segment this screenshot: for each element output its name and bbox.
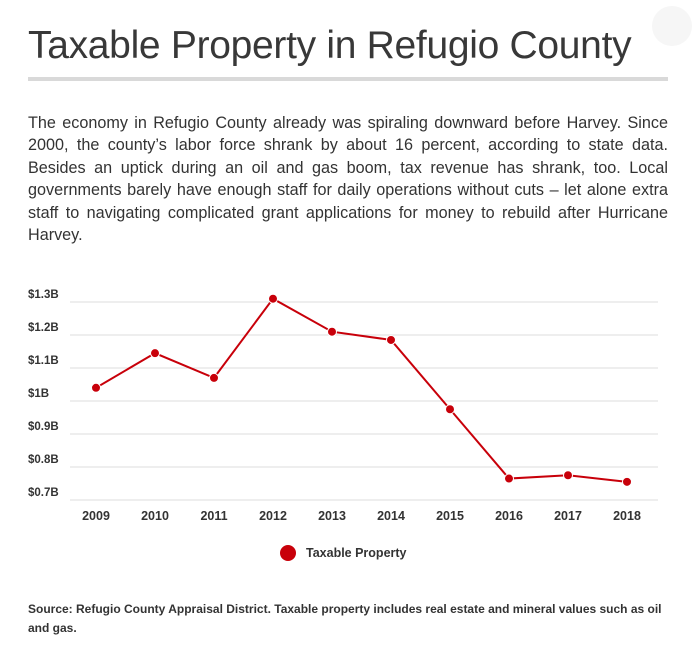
x-tick-label: 2013	[318, 509, 346, 523]
y-axis-ticks: $1.3B $1.2B $1.1B $1B $0.9B $0.8B $0.7B	[28, 289, 59, 499]
data-point-2009[interactable]	[91, 382, 101, 393]
y-tick-label: $0.9B	[28, 421, 59, 433]
data-point-2010[interactable]	[150, 348, 160, 359]
x-tick-label: 2015	[436, 509, 464, 523]
y-tick-label: $1.3B	[28, 289, 59, 301]
data-point-2017[interactable]	[563, 470, 573, 481]
data-point-2012[interactable]	[268, 293, 278, 304]
x-tick-label: 2012	[259, 509, 287, 523]
x-tick-label: 2011	[200, 509, 227, 523]
x-tick-label: 2017	[554, 509, 582, 523]
series-line	[95, 297, 628, 483]
legend-label: Taxable Property	[306, 546, 407, 560]
source-note: Source: Refugio County Appraisal Distric…	[28, 602, 662, 635]
y-tick-label: $1.1B	[28, 355, 59, 367]
data-point-2014[interactable]	[386, 334, 396, 345]
data-point-2011[interactable]	[209, 372, 219, 383]
chart-legend[interactable]: Taxable Property	[280, 545, 407, 561]
data-point-2018[interactable]	[622, 476, 632, 487]
y-tick-label: $1.2B	[28, 322, 59, 334]
line-chart: $1.3B$1.2B$1.1B$1B$0.9B$0.8B$0.7B 2009 20…	[28, 289, 658, 523]
page-title: Taxable Property in Refugio County	[28, 24, 632, 67]
series-layer	[91, 293, 632, 487]
corner-badge	[652, 6, 692, 46]
y-tick-label: $1B	[28, 388, 49, 400]
data-point-2013[interactable]	[327, 326, 337, 337]
y-tick-label: $0.7B	[28, 487, 59, 499]
legend-marker-icon	[280, 545, 296, 561]
data-point-2016[interactable]	[504, 473, 514, 484]
x-tick-label: 2014	[377, 509, 405, 523]
description-paragraph: The economy in Refugio County already wa…	[28, 114, 668, 245]
x-tick-label: 2016	[495, 509, 523, 523]
x-tick-label: 2010	[141, 509, 169, 523]
x-tick-label: 2009	[82, 509, 110, 523]
x-axis-ticks: 2009 2010 2011 2012 2013 2014 2015 2016 2017 2018	[82, 509, 641, 523]
title-divider	[28, 77, 668, 81]
data-point-2015[interactable]	[445, 404, 455, 415]
grid-layer	[70, 301, 658, 501]
y-tick-label: $0.8B	[28, 454, 59, 466]
x-tick-label: 2018	[613, 509, 641, 523]
